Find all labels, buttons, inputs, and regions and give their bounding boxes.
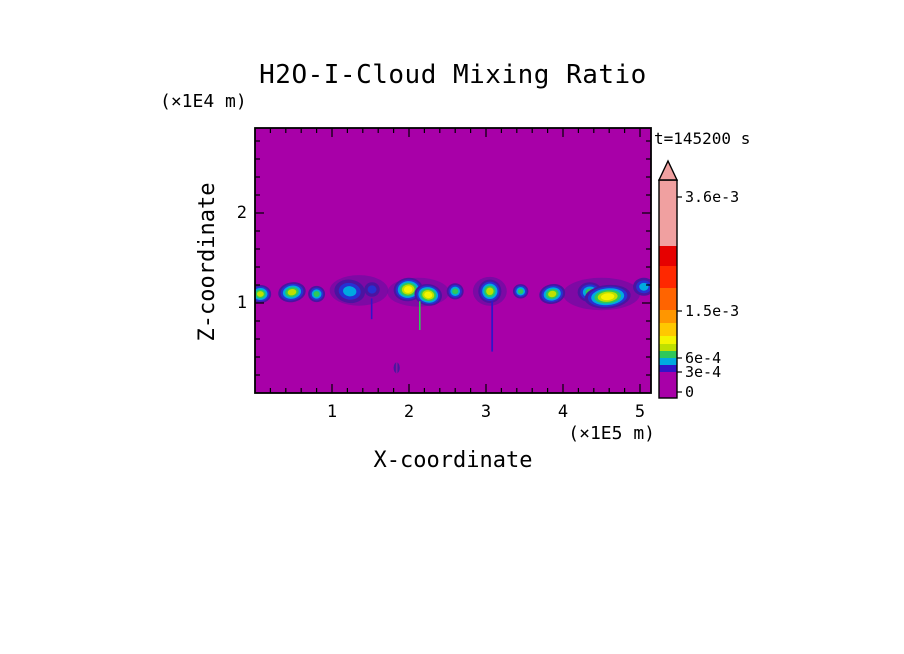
- time-annotation: t=145200 s: [654, 129, 751, 148]
- colorbar-tick-label: 1.5e-3: [685, 302, 740, 320]
- x-tick-label: 2: [403, 402, 415, 422]
- x-tick-label: 4: [557, 402, 569, 422]
- colorbar-tick-label: 6e-4: [685, 349, 722, 367]
- x-tick-label: 5: [634, 402, 646, 422]
- y-tick-label: 1: [236, 293, 247, 313]
- colorbar-tick-label: 0: [685, 383, 695, 401]
- x-tick-label: 1: [326, 402, 338, 422]
- colorbar-tick-label: 3e-4: [685, 363, 722, 381]
- x-axis-label: X-coordinate: [373, 448, 533, 473]
- colorbar-tick-label: 3.6e-3: [685, 188, 740, 206]
- y-axis-unit-label: (×1E4 m): [160, 91, 247, 112]
- chart-title: H2O-I-Cloud Mixing Ratio: [259, 60, 647, 90]
- x-axis-unit-label: (×1E5 m): [568, 423, 655, 444]
- y-tick-label: 2: [236, 203, 247, 223]
- x-tick-label: 3: [480, 402, 492, 422]
